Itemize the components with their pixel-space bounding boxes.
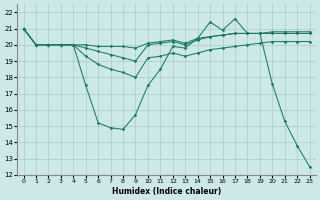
X-axis label: Humidex (Indice chaleur): Humidex (Indice chaleur)	[112, 187, 221, 196]
